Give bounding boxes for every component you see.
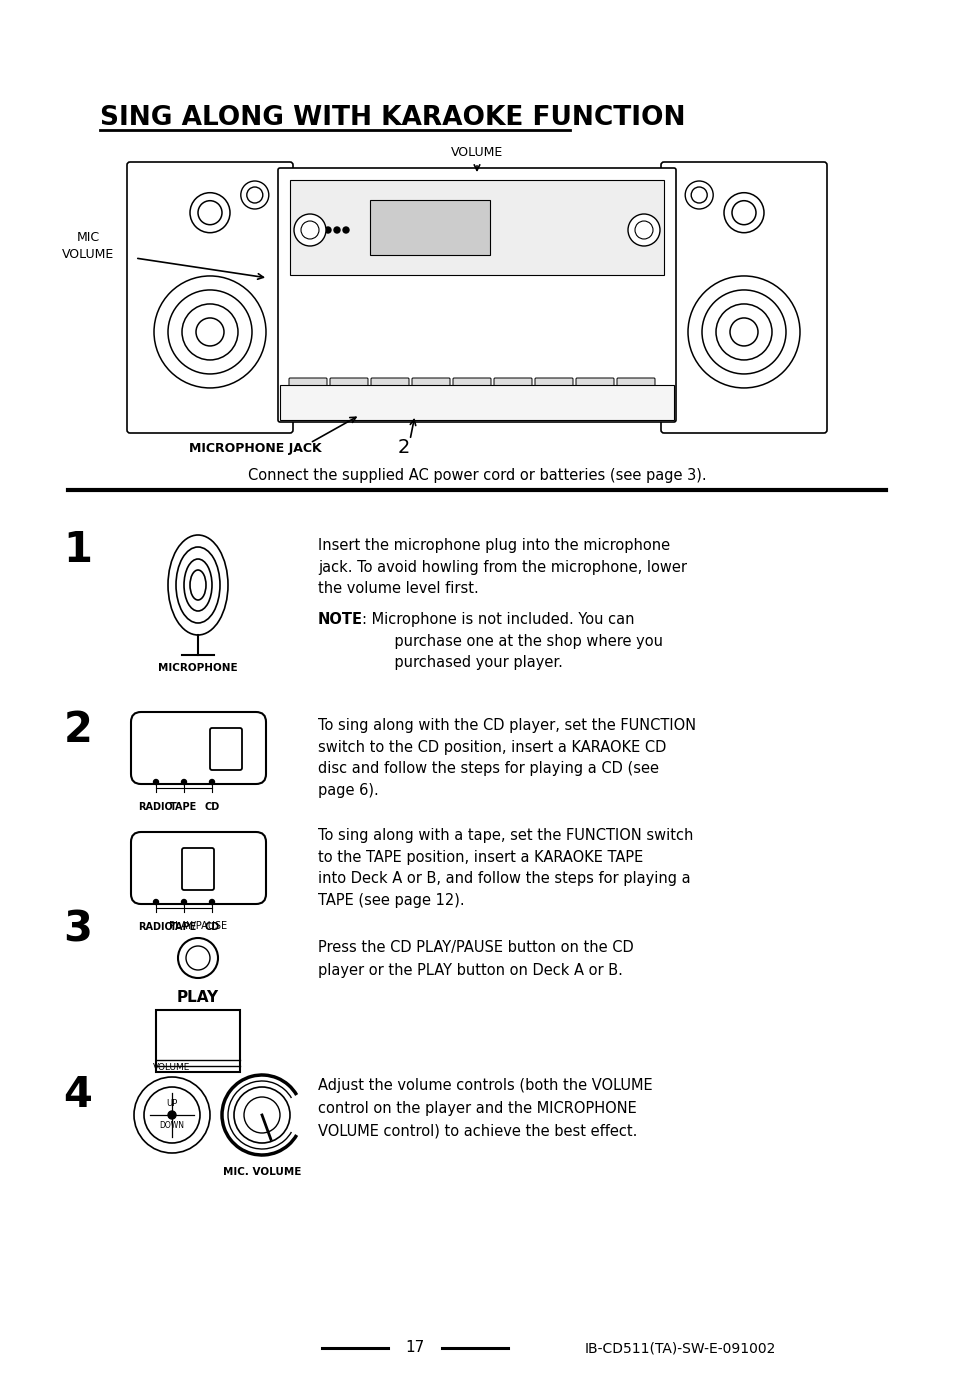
Circle shape — [182, 304, 237, 359]
Circle shape — [181, 900, 186, 904]
Circle shape — [315, 227, 322, 234]
Text: To sing along with the CD player, set the FUNCTION
switch to the CD position, in: To sing along with the CD player, set th… — [317, 719, 696, 797]
Text: PLAY: PLAY — [176, 991, 219, 1006]
Circle shape — [233, 1088, 290, 1143]
Circle shape — [178, 938, 218, 978]
Circle shape — [168, 290, 252, 375]
Circle shape — [343, 227, 349, 234]
Circle shape — [240, 181, 269, 209]
FancyBboxPatch shape — [371, 379, 409, 398]
FancyBboxPatch shape — [412, 379, 450, 398]
Text: NOTE: NOTE — [317, 612, 363, 627]
FancyBboxPatch shape — [131, 712, 266, 784]
Circle shape — [210, 900, 214, 904]
Text: To sing along with a tape, set the FUNCTION switch
to the TAPE position, insert : To sing along with a tape, set the FUNCT… — [317, 828, 693, 908]
Ellipse shape — [184, 558, 212, 611]
Circle shape — [334, 227, 339, 234]
Circle shape — [687, 276, 800, 388]
FancyBboxPatch shape — [370, 200, 490, 256]
Text: VOLUME: VOLUME — [451, 145, 502, 159]
Circle shape — [153, 779, 158, 785]
Text: DOWN: DOWN — [159, 1122, 184, 1130]
Circle shape — [190, 192, 230, 232]
Circle shape — [691, 187, 706, 203]
Text: CD: CD — [204, 802, 219, 813]
Ellipse shape — [175, 547, 220, 623]
Text: SING ALONG WITH KARAOKE FUNCTION: SING ALONG WITH KARAOKE FUNCTION — [100, 105, 685, 131]
FancyBboxPatch shape — [290, 180, 663, 275]
FancyBboxPatch shape — [277, 169, 676, 422]
Text: CD: CD — [204, 922, 219, 931]
Text: MICROPHONE JACK: MICROPHONE JACK — [189, 441, 321, 455]
Circle shape — [723, 192, 763, 232]
Text: 2: 2 — [397, 438, 410, 456]
FancyBboxPatch shape — [280, 386, 673, 420]
Circle shape — [635, 221, 652, 239]
FancyBboxPatch shape — [289, 379, 327, 398]
Circle shape — [133, 1077, 210, 1153]
FancyBboxPatch shape — [617, 379, 655, 398]
FancyBboxPatch shape — [210, 728, 242, 770]
Text: IB-CD511(TA)-SW-E-091002: IB-CD511(TA)-SW-E-091002 — [583, 1341, 775, 1354]
Text: 17: 17 — [405, 1341, 424, 1356]
Text: Adjust the volume controls (both the VOLUME
control on the player and the MICROP: Adjust the volume controls (both the VOL… — [317, 1078, 652, 1139]
Text: UP: UP — [166, 1100, 177, 1108]
Text: 2: 2 — [64, 709, 92, 750]
Text: : Microphone is not included. You can
       purchase one at the shop where you
: : Microphone is not included. You can pu… — [361, 612, 662, 670]
Text: VOLUME: VOLUME — [153, 1064, 191, 1072]
FancyBboxPatch shape — [660, 162, 826, 433]
FancyBboxPatch shape — [535, 379, 573, 398]
Circle shape — [144, 1088, 200, 1143]
FancyBboxPatch shape — [453, 379, 491, 398]
Circle shape — [247, 187, 262, 203]
Circle shape — [210, 779, 214, 785]
Text: TAPE: TAPE — [171, 922, 197, 931]
Circle shape — [684, 181, 713, 209]
Circle shape — [731, 200, 755, 225]
Circle shape — [716, 304, 771, 359]
Text: 1: 1 — [64, 529, 92, 571]
Text: RADIO: RADIO — [138, 802, 173, 813]
Circle shape — [729, 318, 758, 346]
FancyBboxPatch shape — [576, 379, 614, 398]
Circle shape — [325, 227, 331, 234]
Circle shape — [153, 276, 266, 388]
Text: 3: 3 — [64, 909, 92, 951]
FancyBboxPatch shape — [127, 162, 293, 433]
Text: MICROPHONE: MICROPHONE — [158, 663, 237, 673]
Circle shape — [153, 900, 158, 904]
FancyBboxPatch shape — [131, 832, 266, 904]
Text: Connect the supplied AC power cord or batteries (see page 3).: Connect the supplied AC power cord or ba… — [248, 467, 705, 482]
Ellipse shape — [168, 535, 228, 634]
FancyBboxPatch shape — [330, 379, 368, 398]
Circle shape — [186, 947, 210, 970]
Text: TAPE: TAPE — [171, 802, 197, 813]
Text: MIC
VOLUME: MIC VOLUME — [62, 231, 114, 261]
FancyBboxPatch shape — [494, 379, 532, 398]
Ellipse shape — [190, 569, 206, 600]
FancyBboxPatch shape — [182, 849, 213, 890]
Text: RADIO: RADIO — [138, 922, 173, 931]
Circle shape — [294, 214, 326, 246]
Text: 4: 4 — [64, 1074, 92, 1117]
Circle shape — [627, 214, 659, 246]
Text: MIC. VOLUME: MIC. VOLUME — [223, 1166, 301, 1177]
Text: PLAY/PAUSE: PLAY/PAUSE — [169, 920, 227, 931]
Circle shape — [198, 200, 222, 225]
FancyBboxPatch shape — [156, 1010, 240, 1072]
Circle shape — [301, 221, 318, 239]
Circle shape — [701, 290, 785, 375]
Text: Insert the microphone plug into the microphone
jack. To avoid howling from the m: Insert the microphone plug into the micr… — [317, 538, 686, 596]
Text: Press the CD PLAY/PAUSE button on the CD
player or the PLAY button on Deck A or : Press the CD PLAY/PAUSE button on the CD… — [317, 940, 633, 978]
Circle shape — [307, 227, 313, 234]
Circle shape — [244, 1097, 280, 1133]
Circle shape — [168, 1111, 175, 1119]
Circle shape — [195, 318, 224, 346]
Circle shape — [181, 779, 186, 785]
